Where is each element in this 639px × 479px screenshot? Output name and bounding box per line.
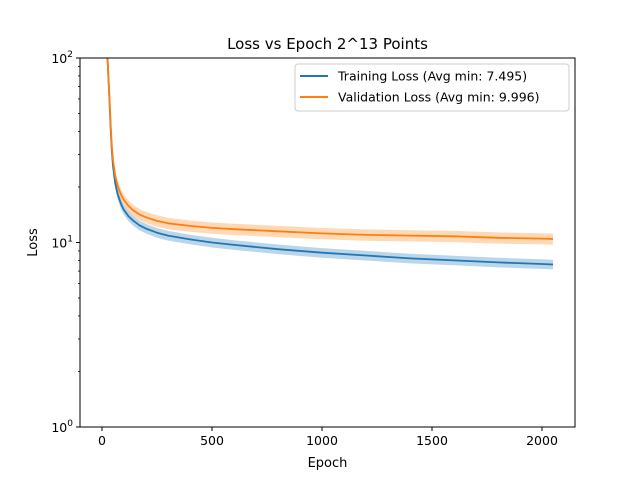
series-line-1: [106, 57, 554, 240]
series-lines: [106, 57, 554, 266]
x-tick-label: 500: [200, 433, 224, 448]
y-axis-title: Loss: [26, 228, 41, 257]
legend: Training Loss (Avg min: 7.495) Validatio…: [294, 63, 570, 112]
legend-label-training-loss: Training Loss (Avg min: 7.495): [337, 69, 527, 84]
x-tick-label: 1500: [416, 433, 448, 448]
chart-title: Loss vs Epoch 2^13 Points: [227, 35, 428, 53]
x-tick-label: 2000: [526, 433, 558, 448]
x-tick-label: 0: [98, 433, 106, 448]
x-axis-ticks: 0 500 1000 1500 2000: [98, 427, 558, 448]
y-axis-ticks: 100 101 102: [51, 50, 80, 435]
y-tick-label: 100: [51, 419, 73, 435]
x-tick-label: 1000: [306, 433, 338, 448]
legend-box: [294, 63, 570, 112]
x-axis-title: Epoch: [308, 456, 348, 471]
legend-label-validation-loss: Validation Loss (Avg min: 9.996): [338, 90, 540, 105]
y-tick-label: 101: [51, 235, 73, 251]
y-tick-label: 102: [51, 50, 73, 66]
